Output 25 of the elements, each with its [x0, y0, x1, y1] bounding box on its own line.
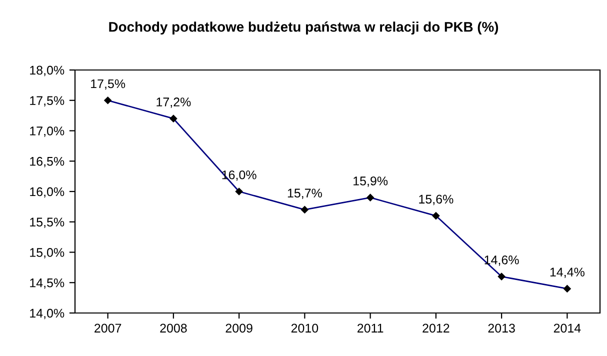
- x-tick-label: 2011: [358, 324, 384, 333]
- x-tick-label: 2008: [160, 324, 187, 333]
- y-tick-label: 15,0%: [30, 248, 64, 258]
- y-tick-label: 16,0%: [30, 187, 64, 198]
- x-tick-label: 2010: [291, 324, 318, 333]
- y-tick-label: 15,5%: [30, 218, 64, 228]
- data-label: 14,4%: [550, 268, 584, 278]
- x-tick-label: 2012: [422, 324, 450, 333]
- chart-title: Dochody podatkowe budżetu państwa w relacji do PKB (%): [109, 21, 498, 35]
- y-tick-label: 14,0%: [30, 308, 64, 320]
- x-tick-label: 2014: [554, 324, 581, 333]
- data-label: 17,5%: [91, 79, 126, 90]
- x-tick-label: 2007: [94, 324, 122, 333]
- y-tick-label: 14,5%: [30, 278, 64, 289]
- data-label: 14,6%: [484, 256, 519, 266]
- data-label: 15,6%: [419, 194, 454, 206]
- data-label: 15,7%: [288, 188, 322, 200]
- y-tick-label: 16,5%: [30, 156, 64, 168]
- x-tick-label: 2013: [488, 324, 515, 333]
- data-label: 17,2%: [156, 98, 191, 108]
- y-tick-label: 17,0%: [30, 126, 64, 137]
- y-tick-label: 17,5%: [30, 96, 64, 107]
- x-tick-label: 2009: [226, 324, 252, 333]
- data-label: 15,9%: [354, 176, 388, 187]
- y-tick-label: 18,0%: [30, 66, 64, 76]
